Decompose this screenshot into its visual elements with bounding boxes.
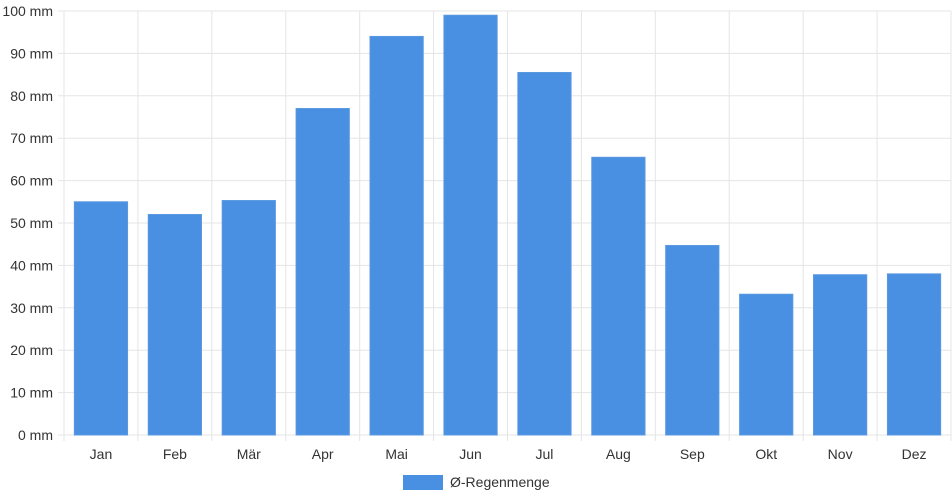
x-tick-label: Dez — [902, 446, 927, 462]
bar-dez — [886, 273, 942, 436]
bar-aug — [591, 156, 646, 436]
y-tick-label: 20 mm — [10, 342, 53, 358]
x-tick-label: Feb — [163, 446, 187, 462]
grid-lines — [58, 10, 952, 441]
x-tick-label: Mai — [385, 446, 408, 462]
y-tick-label: 0 mm — [18, 427, 53, 443]
legend-label[interactable]: Ø-Regenmenge — [450, 474, 550, 490]
y-tick-label: 100 mm — [2, 3, 53, 19]
x-tick-label: Nov — [828, 446, 853, 462]
bar-mär — [221, 200, 276, 436]
x-tick-label: Jul — [536, 446, 554, 462]
y-tick-label: 80 mm — [10, 88, 53, 104]
y-tick-label: 90 mm — [10, 45, 53, 61]
bars — [73, 14, 942, 436]
y-tick-label: 30 mm — [10, 300, 53, 316]
legend-swatch[interactable] — [403, 475, 443, 490]
x-tick-label: Sep — [680, 446, 705, 462]
x-tick-label: Mär — [237, 446, 261, 462]
x-axis-tick-labels: Jan Feb Mär Apr Mai Jun Jul Aug Sep Okt Nov Dez — [90, 446, 927, 462]
y-tick-label: 60 mm — [10, 173, 53, 189]
legend[interactable]: Ø-Regenmenge — [403, 474, 550, 490]
bar-jun — [443, 14, 498, 436]
x-tick-label: Jan — [90, 446, 113, 462]
x-tick-label: Apr — [312, 446, 334, 462]
y-axis-tick-labels: 0 mm 10 mm 20 mm 30 mm 40 mm 50 mm 60 mm 70 mm 8… — [2, 3, 53, 443]
x-tick-label: Okt — [755, 446, 777, 462]
bar-apr — [295, 108, 350, 436]
y-tick-label: 70 mm — [10, 130, 53, 146]
bar-nov — [813, 274, 868, 436]
bar-mai — [369, 35, 424, 436]
bar-feb — [147, 214, 202, 436]
y-tick-label: 10 mm — [10, 385, 53, 401]
y-tick-label: 40 mm — [10, 257, 53, 273]
bar-okt — [739, 293, 794, 436]
bar-sep — [665, 244, 720, 436]
y-tick-label: 50 mm — [10, 215, 53, 231]
bar-jul — [517, 71, 572, 436]
bar-jan — [73, 201, 129, 436]
x-tick-label: Aug — [606, 446, 631, 462]
x-tick-label: Jun — [459, 446, 482, 462]
